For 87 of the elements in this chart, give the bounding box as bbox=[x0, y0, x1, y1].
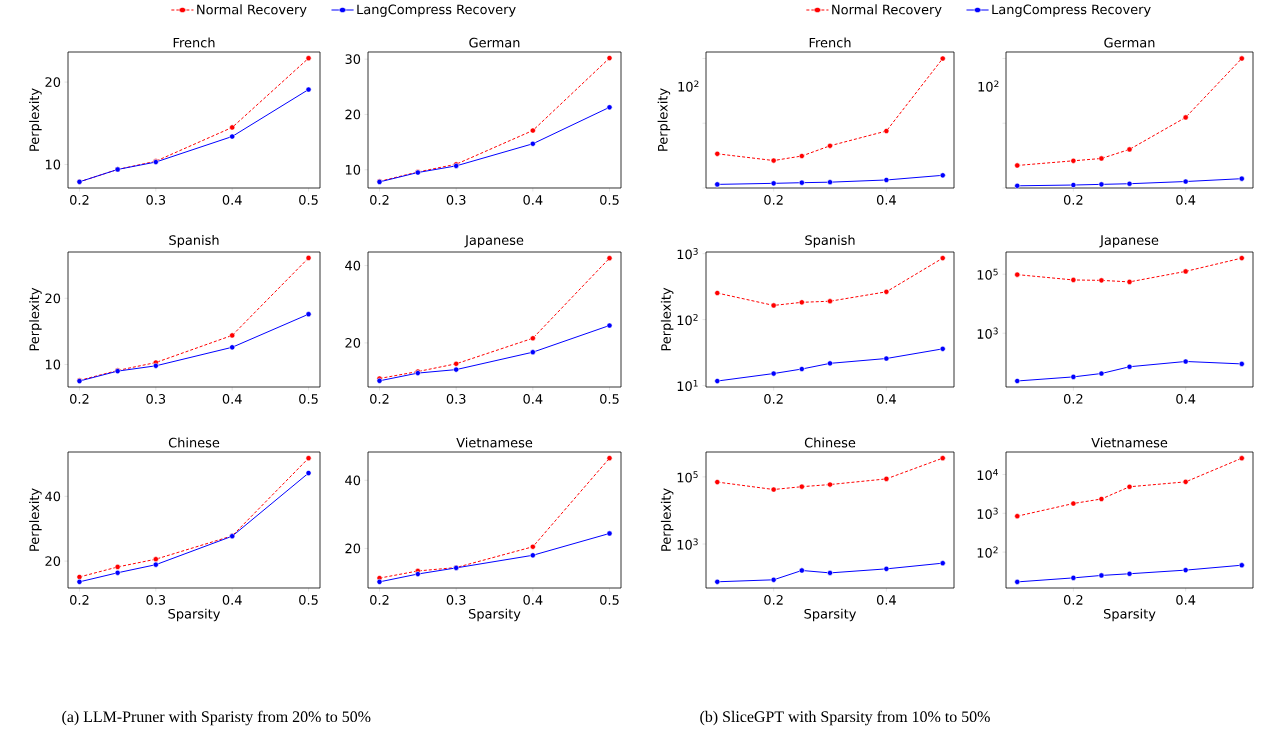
text: (b) SliceGPT with Sparsity from 10% to 50% bbox=[700, 710, 990, 726]
x-tick-label: 0.2 bbox=[1063, 195, 1083, 205]
x-tick-label: 0.5 bbox=[600, 595, 619, 605]
x-tick-label: 0.2 bbox=[1063, 595, 1083, 605]
chart-title: German bbox=[469, 37, 520, 48]
chart-title: German bbox=[1104, 37, 1155, 48]
x-tick-label: 0.2 bbox=[70, 394, 89, 404]
y-tick-label: 40 bbox=[345, 475, 361, 486]
x-tick-label: 0.4 bbox=[523, 394, 543, 404]
x-tick-label: 0.2 bbox=[70, 595, 89, 605]
y-axis-title: Perplexity bbox=[657, 88, 671, 151]
x-axis-title: Sparsity bbox=[1103, 608, 1156, 622]
chart-title: Japanese bbox=[1099, 235, 1159, 248]
y-tick-label: 20 bbox=[345, 543, 361, 554]
x-tick-label: 0.3 bbox=[446, 195, 466, 205]
x-tick-label: 0.3 bbox=[146, 595, 166, 605]
x-tick-label: 0.3 bbox=[446, 595, 466, 605]
x-tick-label: 0.3 bbox=[146, 195, 166, 205]
y-axis-title: Perplexity bbox=[660, 488, 674, 551]
x-tick-label: 0.2 bbox=[1063, 394, 1083, 404]
x-tick-label: 0.2 bbox=[370, 394, 389, 404]
x-tick-label: 0.2 bbox=[764, 595, 783, 605]
x-tick-label: 0.4 bbox=[876, 394, 896, 404]
y-tick-label: 10 bbox=[45, 159, 61, 170]
chart-title: Spanish bbox=[169, 234, 219, 248]
chart-title: Chinese bbox=[168, 437, 220, 448]
y-tick-label: 20 bbox=[345, 109, 361, 120]
x-tick-label: 0.5 bbox=[299, 595, 318, 605]
y-tick-label: 20 bbox=[45, 77, 61, 87]
x-axis-title: Sparsity bbox=[804, 608, 857, 622]
y-tick-label: 10$^{2}$ bbox=[977, 546, 998, 558]
x-tick-label: 0.2 bbox=[370, 195, 389, 205]
x-tick-label: 0.4 bbox=[1176, 195, 1196, 205]
x-tick-label: 0.2 bbox=[70, 195, 89, 205]
x-tick-label: 0.4 bbox=[222, 595, 242, 605]
chart-title: Spanish bbox=[805, 234, 855, 248]
y-tick-label: 10$^{1}$ bbox=[677, 379, 698, 392]
legend-label: Normal Recovery bbox=[832, 4, 942, 17]
x-tick-label: 0.4 bbox=[222, 394, 242, 404]
legend-label: LangCompress Recovery bbox=[992, 4, 1151, 17]
y-tick-label: 10$^{3}$ bbox=[677, 538, 698, 550]
x-tick-label: 0.5 bbox=[600, 394, 619, 404]
chart-title: Japanese bbox=[464, 235, 524, 248]
chart-title: Vietnamese bbox=[1091, 437, 1168, 448]
x-tick-label: 0.2 bbox=[370, 595, 389, 605]
x-tick-label: 0.5 bbox=[299, 394, 318, 404]
x-tick-label: 0.3 bbox=[446, 394, 466, 404]
y-tick-label: 10$^{3}$ bbox=[677, 248, 698, 260]
y-tick-label: 40 bbox=[345, 260, 361, 271]
y-axis-title: Perplexity bbox=[29, 287, 42, 351]
y-tick-label: 20 bbox=[45, 556, 61, 567]
x-tick-label: 0.2 bbox=[764, 195, 783, 205]
x-tick-label: 0.4 bbox=[523, 595, 543, 605]
y-tick-label: 10$^{5}$ bbox=[677, 471, 698, 483]
y-tick-label: 10 bbox=[45, 359, 61, 370]
y-tick-label: 20 bbox=[45, 293, 61, 304]
chart-title: French bbox=[809, 37, 851, 48]
x-axis-title: Sparsity bbox=[168, 608, 221, 622]
x-axis-title: Sparsity bbox=[468, 608, 521, 622]
chart-title: Vietnamese bbox=[456, 437, 533, 448]
y-axis-title: Perplexity bbox=[29, 488, 42, 551]
x-tick-label: 0.4 bbox=[876, 595, 896, 605]
x-tick-label: 0.4 bbox=[876, 195, 896, 205]
y-tick-label: 20 bbox=[345, 338, 361, 348]
chart-title: French bbox=[173, 37, 215, 48]
y-axis-title: Perplexity bbox=[29, 88, 42, 151]
y-tick-label: 10$^{3}$ bbox=[977, 327, 998, 339]
legend-label: Normal Recovery bbox=[197, 4, 307, 17]
x-tick-label: 0.4 bbox=[523, 195, 543, 205]
y-tick-label: 10$^{4}$ bbox=[977, 468, 998, 481]
x-tick-label: 0.4 bbox=[1176, 394, 1196, 404]
x-tick-label: 0.5 bbox=[600, 195, 619, 205]
x-tick-label: 0.4 bbox=[1176, 595, 1196, 605]
y-tick-label: 30 bbox=[345, 54, 361, 65]
y-tick-label: 40 bbox=[45, 491, 61, 502]
legend-label: LangCompress Recovery bbox=[357, 4, 516, 17]
y-tick-label: 10$^{5}$ bbox=[977, 268, 998, 280]
y-axis-title: Perplexity bbox=[660, 287, 674, 351]
x-tick-label: 0.3 bbox=[146, 394, 166, 404]
y-tick-label: 10$^{2}$ bbox=[677, 313, 698, 326]
y-tick-label: 10 bbox=[345, 164, 361, 175]
text: (a) LLM-Pruner with Sparisty from 20% to 50% bbox=[62, 710, 371, 726]
x-tick-label: 0.2 bbox=[764, 394, 783, 404]
y-tick-label: 10$^{3}$ bbox=[977, 507, 998, 519]
chart-title: Chinese bbox=[804, 437, 856, 448]
x-tick-label: 0.4 bbox=[222, 195, 242, 205]
x-tick-label: 0.5 bbox=[299, 195, 318, 205]
